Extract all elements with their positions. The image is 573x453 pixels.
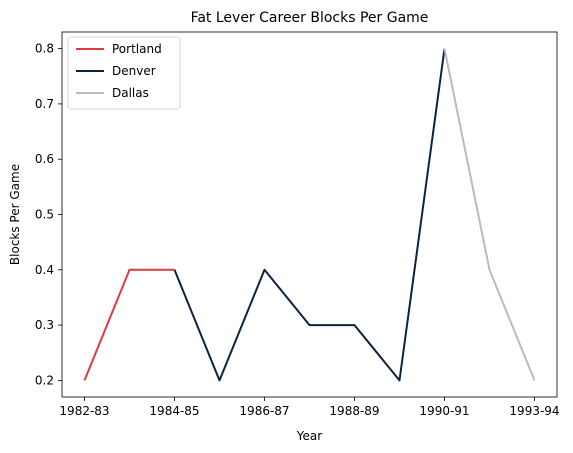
y-tick-label: 0.5 — [35, 208, 54, 222]
legend-label-denver: Denver — [112, 64, 156, 78]
series-line-denver — [173, 48, 446, 382]
y-tick-label: 0.8 — [35, 42, 54, 56]
y-tick-label: 0.6 — [35, 152, 54, 166]
legend-box — [67, 36, 181, 110]
y-axis-label: Blocks Per Game — [8, 164, 22, 265]
x-tick-label: 1990-91 — [419, 404, 469, 418]
legend: Portland Denver Dallas — [67, 36, 181, 110]
x-axis: 1982-83 1984-85 1986-87 1988-89 1990-91 1993-… — [59, 397, 560, 418]
x-tick-label: 1984-85 — [149, 404, 199, 418]
x-axis-label: Year — [296, 429, 322, 443]
chart-title: Fat Lever Career Blocks Per Game — [191, 10, 429, 26]
series-line-portland — [83, 268, 175, 381]
legend-label-portland: Portland — [112, 42, 162, 56]
x-tick-label: 1993-94 — [509, 404, 559, 418]
series-line-dallas — [443, 48, 536, 381]
x-tick-label: 1986-87 — [239, 404, 289, 418]
legend-label-dallas: Dallas — [112, 86, 149, 100]
y-tick-label: 0.3 — [35, 318, 54, 332]
y-axis: 0.2 0.3 0.4 0.5 0.6 0.7 0.8 — [35, 42, 62, 387]
y-tick-label: 0.7 — [35, 97, 54, 111]
series-layer — [83, 48, 536, 382]
y-tick-label: 0.2 — [35, 373, 54, 387]
x-tick-label: 1988-89 — [329, 404, 379, 418]
y-tick-label: 0.4 — [35, 263, 54, 277]
x-tick-label: 1982-83 — [59, 404, 109, 418]
